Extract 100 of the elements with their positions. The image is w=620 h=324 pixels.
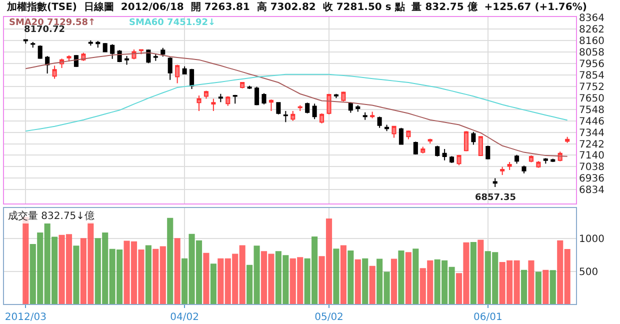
candlestick (298, 104, 302, 112)
y-tick-label: 6834 (579, 185, 604, 196)
candlestick (550, 158, 556, 162)
candlestick (146, 48, 151, 64)
y-tick-label: 500 (579, 266, 598, 278)
candlestick (218, 93, 223, 103)
y-tick-label: 7038 (579, 162, 604, 174)
bar (405, 252, 412, 304)
candlestick (247, 85, 252, 90)
candlestick (565, 136, 570, 144)
candlestick (117, 50, 122, 63)
candlestick (88, 40, 93, 46)
annotation: 8170.72 (24, 25, 65, 35)
candlestick (38, 44, 42, 60)
candlestick (356, 104, 360, 112)
bar (398, 250, 404, 304)
candlestick (543, 158, 548, 164)
candlestick (66, 54, 72, 62)
x-tick-label: 05/02 (314, 312, 344, 323)
candlestick (341, 91, 346, 102)
candlestick (320, 112, 324, 124)
candlestick (406, 130, 411, 140)
candlestick (522, 165, 526, 174)
y-tick-label: 8364 (579, 13, 604, 24)
candlestick (442, 148, 447, 161)
y-tick-label: 7446 (579, 116, 604, 128)
line-series (25, 52, 568, 157)
candlestick (124, 56, 130, 66)
candlestick (377, 116, 382, 128)
candlestick (96, 40, 100, 48)
y-tick-label: 7854 (579, 70, 604, 82)
candlestick (528, 155, 534, 163)
candlestick (413, 141, 418, 156)
bar (362, 258, 368, 304)
candlestick (486, 145, 490, 160)
candlestick (428, 138, 432, 144)
text: SMA60 7451.92↓ (129, 18, 216, 28)
candlestick (160, 47, 166, 58)
candlestick (232, 94, 238, 104)
bar (167, 218, 174, 304)
bar (550, 270, 556, 304)
candlestick (254, 86, 260, 106)
x-tick-label: 2012/03 (4, 312, 46, 323)
candlestick (262, 92, 266, 105)
candlestick (392, 126, 396, 138)
candlestick (384, 124, 390, 132)
y-tick-label: 8262 (579, 24, 604, 36)
candlestick (226, 96, 230, 106)
candlestick (102, 42, 108, 53)
candlestick (204, 90, 208, 100)
candlestick (290, 110, 296, 122)
bar (470, 242, 476, 304)
candlestick (420, 146, 426, 154)
line-series (25, 74, 568, 132)
candlestick (435, 145, 440, 157)
y-tick-label: 6936 (579, 174, 604, 185)
candlestick (362, 112, 368, 120)
y-tick-label: 7956 (579, 59, 604, 70)
candlestick (30, 42, 36, 48)
annotation: 6857.35 (475, 193, 516, 203)
candlestick (276, 102, 281, 115)
candlestick (182, 66, 187, 75)
candlestick (312, 103, 317, 120)
candlestick (268, 98, 274, 112)
bar (535, 272, 542, 304)
candlestick (507, 161, 512, 171)
candlestick (398, 127, 404, 145)
bar (354, 259, 361, 304)
candlestick (492, 178, 498, 188)
bar (390, 258, 398, 304)
candlestick (283, 110, 288, 123)
chart-title: 加權指數(TSE) 日線圖 2012/06/18 開 7263.81 高 7302.82 收 7281.50 s 點 量 832.75 億 +125.67 (+1.76%) (6, 1, 587, 13)
candlestick (500, 166, 505, 176)
candlestick (211, 98, 216, 112)
candlestick (196, 95, 202, 112)
candlestick (45, 56, 50, 74)
candlestick (52, 65, 57, 80)
bar (145, 245, 152, 304)
bar (478, 240, 484, 304)
candlestick (153, 54, 158, 62)
candlestick (464, 130, 468, 152)
candlestick (450, 156, 454, 164)
candlestick (370, 111, 375, 119)
y-tick-label: 1000 (579, 234, 604, 246)
candlestick (240, 81, 245, 89)
x-tick-label: 06/01 (473, 312, 502, 323)
bar (412, 248, 419, 304)
candlestick (456, 154, 462, 166)
candlestick (190, 68, 194, 90)
bar (73, 246, 80, 304)
bar (210, 264, 216, 304)
bar (333, 248, 340, 304)
y-tick-label: 8058 (579, 48, 604, 59)
candlestick (326, 93, 332, 115)
candlestick (536, 160, 541, 168)
bar (340, 245, 346, 304)
y-tick-label: 8160 (579, 36, 604, 48)
bar (542, 270, 549, 304)
candlestick (110, 44, 115, 60)
candlestick (514, 154, 520, 164)
